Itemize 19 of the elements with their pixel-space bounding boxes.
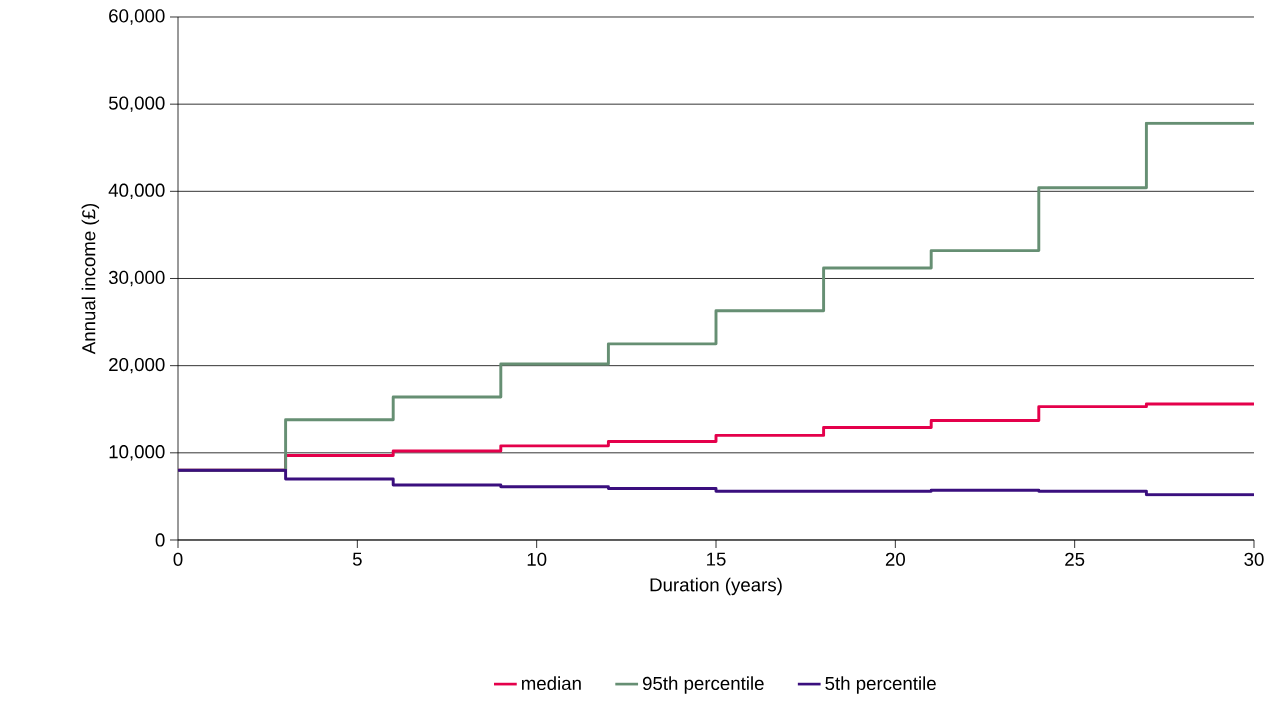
y-axis-title: Annual income (£) [81,203,100,355]
x-tick-label: 15 [707,552,726,566]
y-tick-label: 40,000 [108,183,165,200]
y-tick-label: 30,000 [108,270,165,287]
y-tick-label: 60,000 [109,9,165,25]
x-tick-label: 20 [885,552,905,566]
y-tick-label: 10,000 [109,445,165,461]
x-tick-label: 0 [173,552,183,566]
legend-label: median [521,676,581,691]
legend-label: 95th percentile [642,676,764,694]
x-axis-title: Duration (years) [650,577,782,596]
x-tick-label: 5 [352,552,362,566]
legend-label: 5th percentile [825,676,936,694]
x-tick-label: 25 [1065,552,1085,566]
y-tick-label: 20,000 [109,357,165,374]
x-tick-label: 30 [1244,552,1264,566]
y-tick-label: 50,000 [108,96,165,112]
x-tick-label: 10 [527,552,547,566]
y-tick-label: 0 [155,533,165,547]
